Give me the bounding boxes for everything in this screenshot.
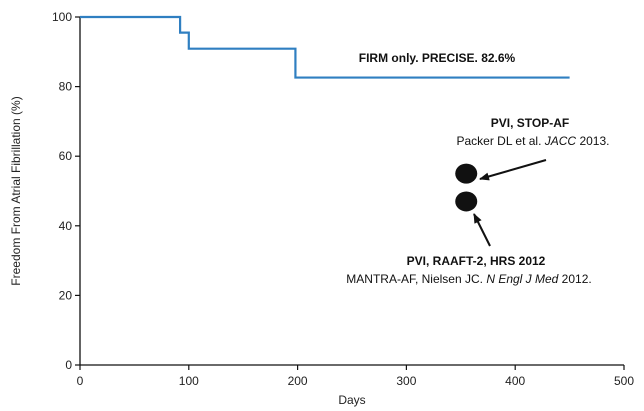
y-tick-label: 0 — [65, 358, 72, 372]
y-tick-label: 100 — [52, 10, 72, 24]
y-tick-label: 40 — [59, 219, 73, 233]
stop-af-year: 2013. — [576, 134, 609, 148]
raaft-reference: MANTRA-AF, Nielsen JC. N Engl J Med 2012… — [346, 272, 591, 286]
x-tick-label: 400 — [505, 374, 525, 388]
series-line — [80, 15, 570, 79]
raaft-journal: N Engl J Med — [486, 272, 558, 286]
raaft-authors: MANTRA-AF, Nielsen JC. — [346, 272, 486, 286]
arrows — [473, 159, 547, 247]
x-tick-label: 0 — [77, 374, 84, 388]
stop-af-reference: Packer DL et al. JACC 2013. — [457, 134, 610, 148]
stop-af-journal: JACC — [544, 134, 577, 148]
annotations: FIRM only. PRECISE. 82.6% PVI, STOP-AF P… — [346, 51, 609, 286]
x-tick-label: 500 — [614, 374, 634, 388]
firm-annotation: FIRM only. PRECISE. 82.6% — [359, 51, 516, 65]
y-axis-title: Freedom From Atrial Fibrillation (%) — [9, 96, 23, 285]
y-tick-label: 80 — [59, 80, 73, 94]
stop-af-arrow — [479, 159, 547, 181]
raaft-year: 2012. — [558, 272, 591, 286]
raaft-title: PVI, RAAFT-2, HRS 2012 — [407, 254, 546, 268]
x-tick-label: 200 — [288, 374, 308, 388]
x-tick-label: 300 — [396, 374, 416, 388]
data-point — [455, 163, 478, 184]
x-axis-title: Days — [338, 393, 365, 407]
y-tick-label: 60 — [59, 149, 73, 163]
stop-af-authors: Packer DL et al. — [457, 134, 545, 148]
y-tick-label: 20 — [59, 288, 73, 302]
plot-area — [80, 15, 570, 212]
ticks: 0 100 200 300 400 500 0 20 40 60 80 100 — [52, 10, 634, 388]
x-tick-label: 100 — [179, 374, 199, 388]
stop-af-title: PVI, STOP-AF — [491, 116, 569, 130]
raaft-arrow — [473, 213, 491, 247]
axes — [79, 17, 624, 366]
data-point — [455, 191, 478, 212]
